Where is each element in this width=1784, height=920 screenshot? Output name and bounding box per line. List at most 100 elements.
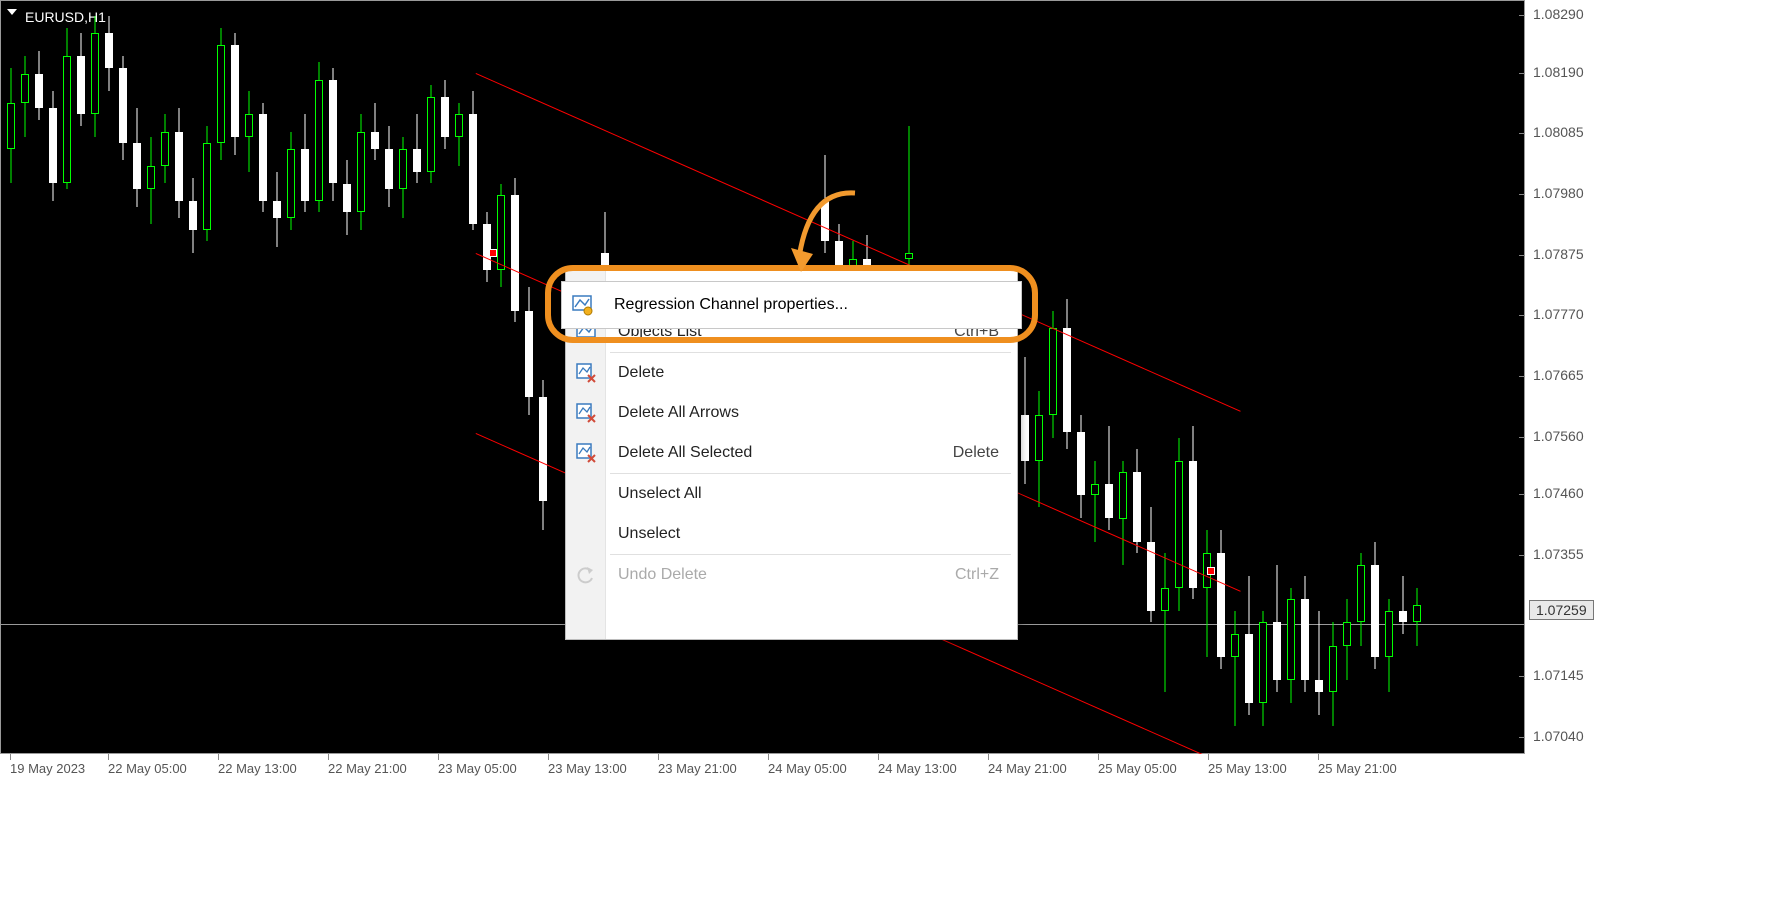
- candle: [161, 1, 169, 753]
- time-tick: [878, 754, 879, 760]
- time-tick: [108, 754, 109, 760]
- candle: [259, 1, 267, 753]
- candle: [469, 1, 477, 753]
- price-tick: [1519, 15, 1525, 16]
- candle: [1021, 1, 1029, 753]
- time-label: 19 May 2023: [10, 761, 85, 776]
- candle: [455, 1, 463, 753]
- time-tick: [1208, 754, 1209, 760]
- time-label: 24 May 13:00: [878, 761, 957, 776]
- menu-item-shortcut: Ctrl+Z: [955, 566, 999, 584]
- candle: [399, 1, 407, 753]
- candle: [7, 1, 15, 753]
- menu-item-shortcut: Delete: [953, 444, 999, 462]
- candle: [1343, 1, 1351, 753]
- candle: [21, 1, 29, 753]
- candle: [525, 1, 533, 753]
- candle: [1301, 1, 1309, 753]
- time-tick: [438, 754, 439, 760]
- candle: [483, 1, 491, 753]
- menu-item-label: Delete: [618, 364, 664, 382]
- candle: [1329, 1, 1337, 753]
- price-label: 1.07145: [1533, 667, 1584, 683]
- time-tick: [1098, 754, 1099, 760]
- candle: [91, 1, 99, 753]
- candle: [217, 1, 225, 753]
- candle: [1273, 1, 1281, 753]
- candle: [287, 1, 295, 753]
- menu-item-label: Undo Delete: [618, 566, 707, 584]
- time-label: 24 May 05:00: [768, 761, 847, 776]
- price-tick: [1519, 133, 1525, 134]
- regression-handle[interactable]: [489, 249, 497, 257]
- candle: [1217, 1, 1225, 753]
- time-label: 25 May 13:00: [1208, 761, 1287, 776]
- price-tick: [1519, 73, 1525, 74]
- candle: [1091, 1, 1099, 753]
- time-label: 23 May 21:00: [658, 761, 737, 776]
- regression-handle[interactable]: [1207, 567, 1215, 575]
- candle: [1119, 1, 1127, 753]
- candle: [175, 1, 183, 753]
- candle: [1077, 1, 1085, 753]
- candle: [511, 1, 519, 753]
- time-tick: [10, 754, 11, 760]
- candle: [1175, 1, 1183, 753]
- time-tick: [328, 754, 329, 760]
- menu-item-regression-properties[interactable]: Regression Channel properties...: [561, 281, 1022, 329]
- price-label: 1.07560: [1533, 428, 1584, 444]
- price-tick: [1519, 437, 1525, 438]
- price-tick: [1519, 555, 1525, 556]
- candle: [119, 1, 127, 753]
- time-label: 23 May 13:00: [548, 761, 627, 776]
- time-label: 25 May 21:00: [1318, 761, 1397, 776]
- candle: [413, 1, 421, 753]
- price-tick: [1519, 194, 1525, 195]
- menu-item-unselect[interactable]: Unselect: [566, 514, 1017, 554]
- price-label: 1.07040: [1533, 728, 1584, 744]
- time-label: 22 May 13:00: [218, 761, 297, 776]
- candle: [231, 1, 239, 753]
- price-label: 1.08085: [1533, 124, 1584, 140]
- menu-item-delete-all-selected[interactable]: Delete All SelectedDelete: [566, 433, 1017, 473]
- candle: [35, 1, 43, 753]
- time-tick: [768, 754, 769, 760]
- candle: [371, 1, 379, 753]
- price-tick: [1519, 376, 1525, 377]
- menu-item-delete[interactable]: Delete: [566, 353, 1017, 393]
- delete-arrows-icon: [575, 402, 597, 424]
- price-label: 1.07980: [1533, 185, 1584, 201]
- candle: [357, 1, 365, 753]
- menu-item-label: Unselect All: [618, 485, 702, 503]
- price-label: 1.07460: [1533, 485, 1584, 501]
- candle: [1035, 1, 1043, 753]
- menu-item-unselect-all[interactable]: Unselect All: [566, 474, 1017, 514]
- candle: [427, 1, 435, 753]
- candle: [441, 1, 449, 753]
- candle: [1259, 1, 1267, 753]
- time-label: 22 May 21:00: [328, 761, 407, 776]
- menu-item-label: Delete All Arrows: [618, 404, 739, 422]
- candle: [1357, 1, 1365, 753]
- time-label: 24 May 21:00: [988, 761, 1067, 776]
- menu-item-delete-all-arrows[interactable]: Delete All Arrows: [566, 393, 1017, 433]
- candle: [385, 1, 393, 753]
- price-tick: [1519, 255, 1525, 256]
- price-label: 1.07770: [1533, 306, 1584, 322]
- time-label: 22 May 05:00: [108, 761, 187, 776]
- delete-selected-icon: [575, 442, 597, 464]
- menu-item-label: Regression Channel properties...: [614, 296, 848, 314]
- candle: [147, 1, 155, 753]
- candle: [189, 1, 197, 753]
- time-tick: [1318, 754, 1319, 760]
- candle: [245, 1, 253, 753]
- candle: [273, 1, 281, 753]
- candle: [1245, 1, 1253, 753]
- candle: [1413, 1, 1421, 753]
- candle: [1315, 1, 1323, 753]
- candle: [539, 1, 547, 753]
- time-tick: [548, 754, 549, 760]
- time-tick: [988, 754, 989, 760]
- candle: [1063, 1, 1071, 753]
- candle: [77, 1, 85, 753]
